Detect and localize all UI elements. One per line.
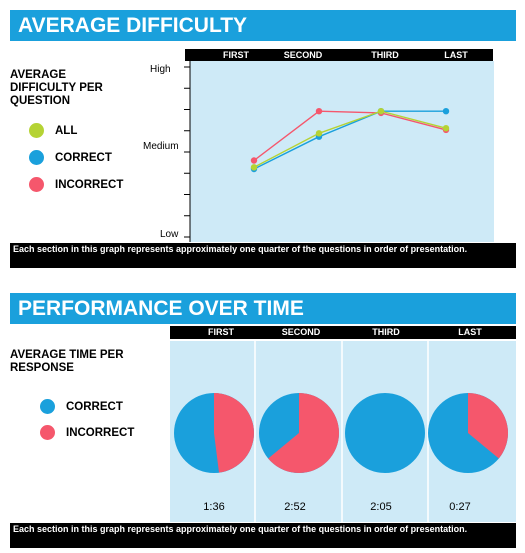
pie-group <box>174 393 509 473</box>
legend2-label-correct: CORRECT <box>66 400 123 413</box>
difficulty-col-first: FIRST <box>223 50 249 60</box>
y-tick-low: Low <box>160 229 179 240</box>
time-label-third: 2:05 <box>370 501 392 513</box>
plot-background <box>190 61 494 242</box>
pie-slice-incorrect <box>468 393 509 459</box>
difficulty-col-second: SECOND <box>283 50 323 60</box>
series-line-all <box>253 110 447 168</box>
performance-col-third: THIRD <box>372 327 400 337</box>
y-tick-high: High <box>150 64 171 75</box>
y-tick-medium: Medium <box>143 141 179 152</box>
legend2-label-incorrect: INCORRECT <box>66 426 135 439</box>
y-axis-ticks <box>184 66 190 238</box>
data-point-all <box>250 164 258 171</box>
performance-side-title: AVERAGE TIME PER RESPONSE <box>10 349 124 374</box>
performance-banner: PERFORMANCE OVER TIME <box>10 293 516 324</box>
data-point-all <box>442 125 450 132</box>
series-line-incorrect <box>253 110 447 162</box>
legend2-swatch-correct <box>40 399 55 414</box>
legend-label-all: ALL <box>55 124 78 137</box>
legend-item-incorrect: INCORRECT <box>29 177 123 192</box>
difficulty-side-title: AVERAGE DIFFICULTY PER QUESTION <box>10 69 103 107</box>
legend2-item-incorrect: INCORRECT <box>40 425 134 440</box>
pie-slice-incorrect <box>268 393 339 473</box>
performance-col-first: FIRST <box>208 327 234 337</box>
difficulty-banner: AVERAGE DIFFICULTY <box>10 10 516 41</box>
difficulty-footer: Each section in this graph represents ap… <box>10 243 516 268</box>
difficulty-col-third: THIRD <box>371 50 399 60</box>
data-point-all <box>377 108 385 115</box>
performance-col-second: SECOND <box>281 327 321 337</box>
time-label-last: 0:27 <box>449 501 471 513</box>
data-point-all <box>315 130 323 137</box>
performance-footer: Each section in this graph represents ap… <box>10 523 516 548</box>
time-label-second: 2:52 <box>284 501 306 513</box>
legend-swatch-incorrect <box>29 177 44 192</box>
line-series-group <box>250 108 450 173</box>
time-label-first: 1:36 <box>203 501 225 513</box>
series-line-correct <box>253 110 446 170</box>
performance-column-header: FIRST SECOND THIRD LAST <box>170 326 516 339</box>
legend-label-correct: CORRECT <box>55 151 112 164</box>
legend-item-correct: CORRECT <box>29 150 112 165</box>
data-point-incorrect <box>315 108 323 115</box>
legend2-item-correct: CORRECT <box>40 399 123 414</box>
difficulty-column-header: FIRST SECOND THIRD LAST <box>185 49 493 61</box>
pie-slice-correct <box>345 393 425 473</box>
difficulty-line-chart: High Medium Low <box>143 61 494 242</box>
legend2-swatch-incorrect <box>40 425 55 440</box>
data-point-incorrect <box>250 157 258 164</box>
performance-pie-panels <box>170 341 516 522</box>
data-point-correct <box>442 108 450 115</box>
difficulty-col-last: LAST <box>444 50 468 60</box>
legend-swatch-all <box>29 123 44 138</box>
legend-item-all: ALL <box>29 123 77 138</box>
legend-label-incorrect: INCORRECT <box>55 178 124 191</box>
legend-swatch-correct <box>29 150 44 165</box>
performance-col-last: LAST <box>458 327 482 337</box>
difficulty-title: AVERAGE DIFFICULTY <box>18 14 248 37</box>
pie-slice-incorrect <box>214 393 254 473</box>
performance-title: PERFORMANCE OVER TIME <box>18 297 304 320</box>
